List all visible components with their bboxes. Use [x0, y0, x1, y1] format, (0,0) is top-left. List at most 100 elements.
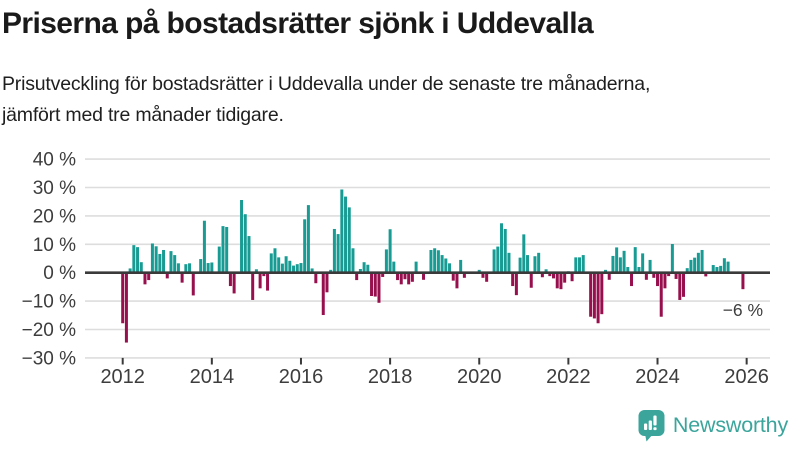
bar: [544, 269, 548, 273]
bar: [689, 259, 693, 273]
bar: [243, 214, 247, 273]
bar: [150, 243, 154, 273]
bar: [295, 264, 299, 273]
chart-subtitle: Prisutveckling för bostadsrätter i Uddev…: [2, 73, 651, 126]
y-tick-label: 0 %: [43, 263, 76, 284]
bar: [429, 249, 433, 273]
bar: [674, 272, 678, 279]
bar: [503, 228, 507, 273]
bar: [507, 252, 511, 273]
bar: [596, 272, 600, 324]
bar: [314, 272, 318, 284]
y-tick-label: −30 %: [22, 348, 77, 369]
bar: [611, 255, 615, 273]
bar: [225, 226, 229, 273]
bar: [355, 272, 359, 281]
bar: [648, 259, 652, 273]
bar: [329, 269, 333, 273]
bar: [351, 248, 355, 273]
x-tick-label: 2018: [368, 366, 413, 388]
bar: [552, 272, 556, 279]
y-tick-label: −10 %: [22, 292, 77, 313]
bar: [176, 263, 180, 273]
last-value-annotation: −6 %: [723, 300, 763, 320]
bar: [136, 247, 140, 273]
bar: [377, 272, 381, 303]
bar: [325, 272, 329, 293]
bar: [288, 260, 292, 273]
newsworthy-logo-text: Newsworthy: [672, 413, 788, 437]
bar: [492, 249, 496, 273]
bar: [433, 248, 437, 273]
x-axis-labels: 2012 2014 2016 2018 2020 2022 2024 2026: [100, 366, 768, 388]
bar: [336, 234, 340, 273]
bar: [403, 272, 407, 280]
bar: [715, 267, 719, 273]
bar: [165, 272, 169, 279]
bar: [340, 189, 344, 273]
bar: [670, 244, 674, 273]
bar: [121, 272, 125, 324]
bar: [644, 272, 648, 280]
y-tick-label: 20 %: [33, 206, 76, 227]
bar: [210, 262, 214, 273]
bar: [306, 205, 310, 273]
bar: [496, 246, 500, 273]
bar: [370, 272, 374, 296]
bar: [685, 268, 689, 273]
bar: [228, 272, 232, 287]
bar: [540, 272, 544, 278]
bar: [518, 257, 522, 273]
x-tick-label: 2016: [279, 366, 324, 388]
bar: [485, 272, 489, 282]
bar: [637, 267, 641, 273]
bar: [232, 272, 236, 294]
bar: [440, 255, 444, 273]
bar: [221, 226, 225, 273]
bar: [678, 272, 682, 300]
x-tick-label: 2012: [100, 366, 145, 388]
bar: [381, 272, 385, 277]
bar: [162, 249, 166, 273]
bar: [206, 263, 210, 273]
bar: [704, 272, 708, 277]
newsworthy-logo: Newsworthy: [638, 409, 788, 442]
bar: [652, 272, 656, 278]
bar: [656, 272, 660, 287]
bar: [292, 265, 296, 273]
bar: [630, 272, 634, 287]
bar: [726, 261, 730, 273]
bar: [202, 220, 206, 273]
bar: [280, 263, 284, 273]
bar: [399, 272, 403, 285]
x-tick-label: 2014: [190, 366, 235, 388]
bar: [696, 252, 700, 273]
bar: [514, 272, 518, 296]
bar: [388, 229, 392, 273]
bar: [277, 257, 281, 273]
y-tick-label: −20 %: [22, 320, 77, 341]
bar: [641, 253, 645, 273]
bar: [273, 248, 277, 273]
bar: [626, 267, 630, 273]
bar: [618, 257, 622, 273]
bar: [332, 228, 336, 273]
bar: [173, 255, 177, 273]
bar: [563, 272, 567, 283]
bar: [444, 258, 448, 273]
bar: [303, 219, 307, 273]
bar: [124, 272, 128, 343]
bar: [615, 247, 619, 273]
bar: [184, 264, 188, 273]
bar: [266, 272, 270, 291]
bar: [581, 255, 585, 273]
bar: [592, 272, 596, 319]
bar: [548, 272, 552, 277]
bar: [344, 196, 348, 273]
bar: [188, 263, 192, 273]
bar: [143, 272, 147, 285]
bar: [247, 236, 251, 273]
bar: [422, 272, 426, 280]
bar: [663, 272, 667, 289]
